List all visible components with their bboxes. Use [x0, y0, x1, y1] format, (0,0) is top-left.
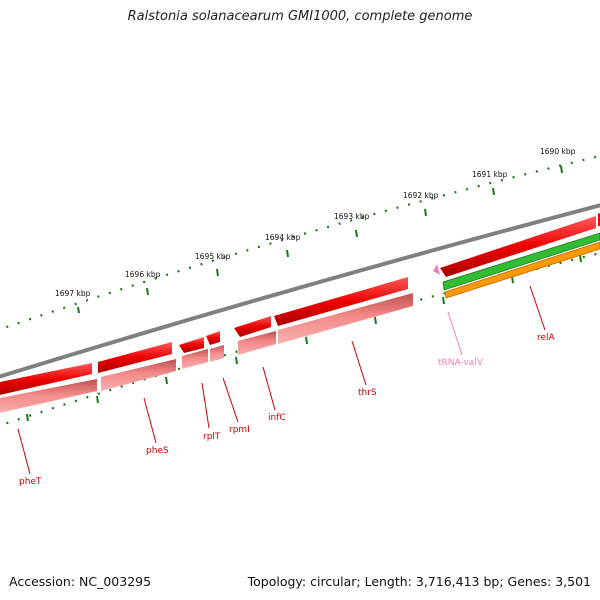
inner-major-tick [305, 336, 308, 345]
tick-dots [0, 154, 600, 331]
scale-label-1691: 1691 kbp [472, 170, 508, 179]
leader-rplT [201, 382, 210, 429]
leader-infC [262, 366, 276, 411]
inner-major-tick [235, 356, 238, 365]
scale-label-1692: 1692 kbp [403, 191, 439, 200]
scale-label-1695: 1695 kbp [195, 252, 231, 261]
gene-bar-rpmI [210, 345, 224, 362]
major-tick [286, 249, 289, 258]
inner-tick-dots [0, 251, 600, 427]
gene-bar-rplT [182, 349, 208, 369]
gene-arrow-rpmI [206, 331, 220, 345]
gene-arrow-pheT [0, 363, 92, 395]
inner-major-tick [442, 296, 445, 305]
gene-label-relA: relA [537, 333, 556, 343]
leader-pheS [143, 397, 157, 444]
leader-pheT [17, 428, 31, 475]
scale-label-1694: 1694 kbp [265, 233, 301, 242]
rna-bar-orange [444, 241, 600, 299]
trna-arrow-valV [433, 264, 440, 275]
inner-major-tick [165, 376, 168, 385]
gene-bar-pheS [101, 359, 176, 391]
leader-tRNA-valV [447, 311, 463, 356]
rna-features [442, 232, 600, 299]
major-tick [492, 187, 495, 196]
leader-rpmI [222, 377, 239, 423]
gene-arrow-relA [440, 216, 596, 277]
gene-arrow-rplT [179, 337, 204, 353]
genome-summary-text: Topology: circular; Length: 3,716,413 bp… [247, 574, 591, 589]
major-tick [355, 229, 358, 238]
gene-labels: pheT pheS rplT rpmI infC thrS tRNA-valV … [19, 333, 556, 487]
tick-scale [0, 154, 600, 331]
gene-label-pheT: pheT [19, 477, 42, 487]
inner-major-tick [26, 413, 29, 422]
inner-tick-scale [0, 251, 600, 427]
inner-major-tick [579, 254, 582, 263]
gene-arrow-infC [234, 316, 271, 337]
major-tick [216, 268, 219, 277]
gene-bar-thrS [278, 293, 413, 344]
major-tick [560, 165, 563, 174]
gene-label-thrS: thrS [358, 388, 377, 398]
leader-relA [529, 285, 546, 331]
cds-features [0, 213, 600, 395]
gene-label-rplT: rplT [203, 432, 221, 442]
inner-major-tick [374, 316, 377, 325]
gene-bar-pheT [0, 379, 97, 413]
gene-arrow-pheS [98, 342, 172, 373]
major-tick [146, 287, 149, 296]
inner-major-tick [96, 395, 99, 404]
map-title: Ralstonia solanacearum GMI1000, complete… [127, 9, 473, 24]
leader-thrS [351, 340, 367, 386]
gene-arrow-thrS [274, 277, 408, 326]
major-tick [77, 306, 80, 314]
gene-label-tRNA-valV: tRNA-valV [438, 358, 484, 368]
gene-features [0, 293, 413, 413]
gene-label-infC: infC [268, 413, 286, 423]
scale-labels: 1697 kbp 1696 kbp 1695 kbp 1694 kbp 1693… [55, 147, 576, 298]
gene-bar-infC [238, 331, 276, 355]
scale-label-1690: 1690 kbp [540, 147, 576, 156]
label-leaders [17, 285, 546, 475]
genome-backbone [0, 203, 600, 379]
scale-label-1693: 1693 kbp [334, 212, 370, 221]
gene-label-pheS: pheS [146, 446, 169, 456]
accession-text: Accession: NC_003295 [9, 574, 152, 589]
scale-label-1697: 1697 kbp [55, 289, 91, 298]
scale-label-1696: 1696 kbp [125, 270, 161, 279]
gene-label-rpmI: rpmI [229, 425, 250, 435]
major-tick [424, 208, 427, 217]
rna-bar-green [442, 232, 600, 291]
